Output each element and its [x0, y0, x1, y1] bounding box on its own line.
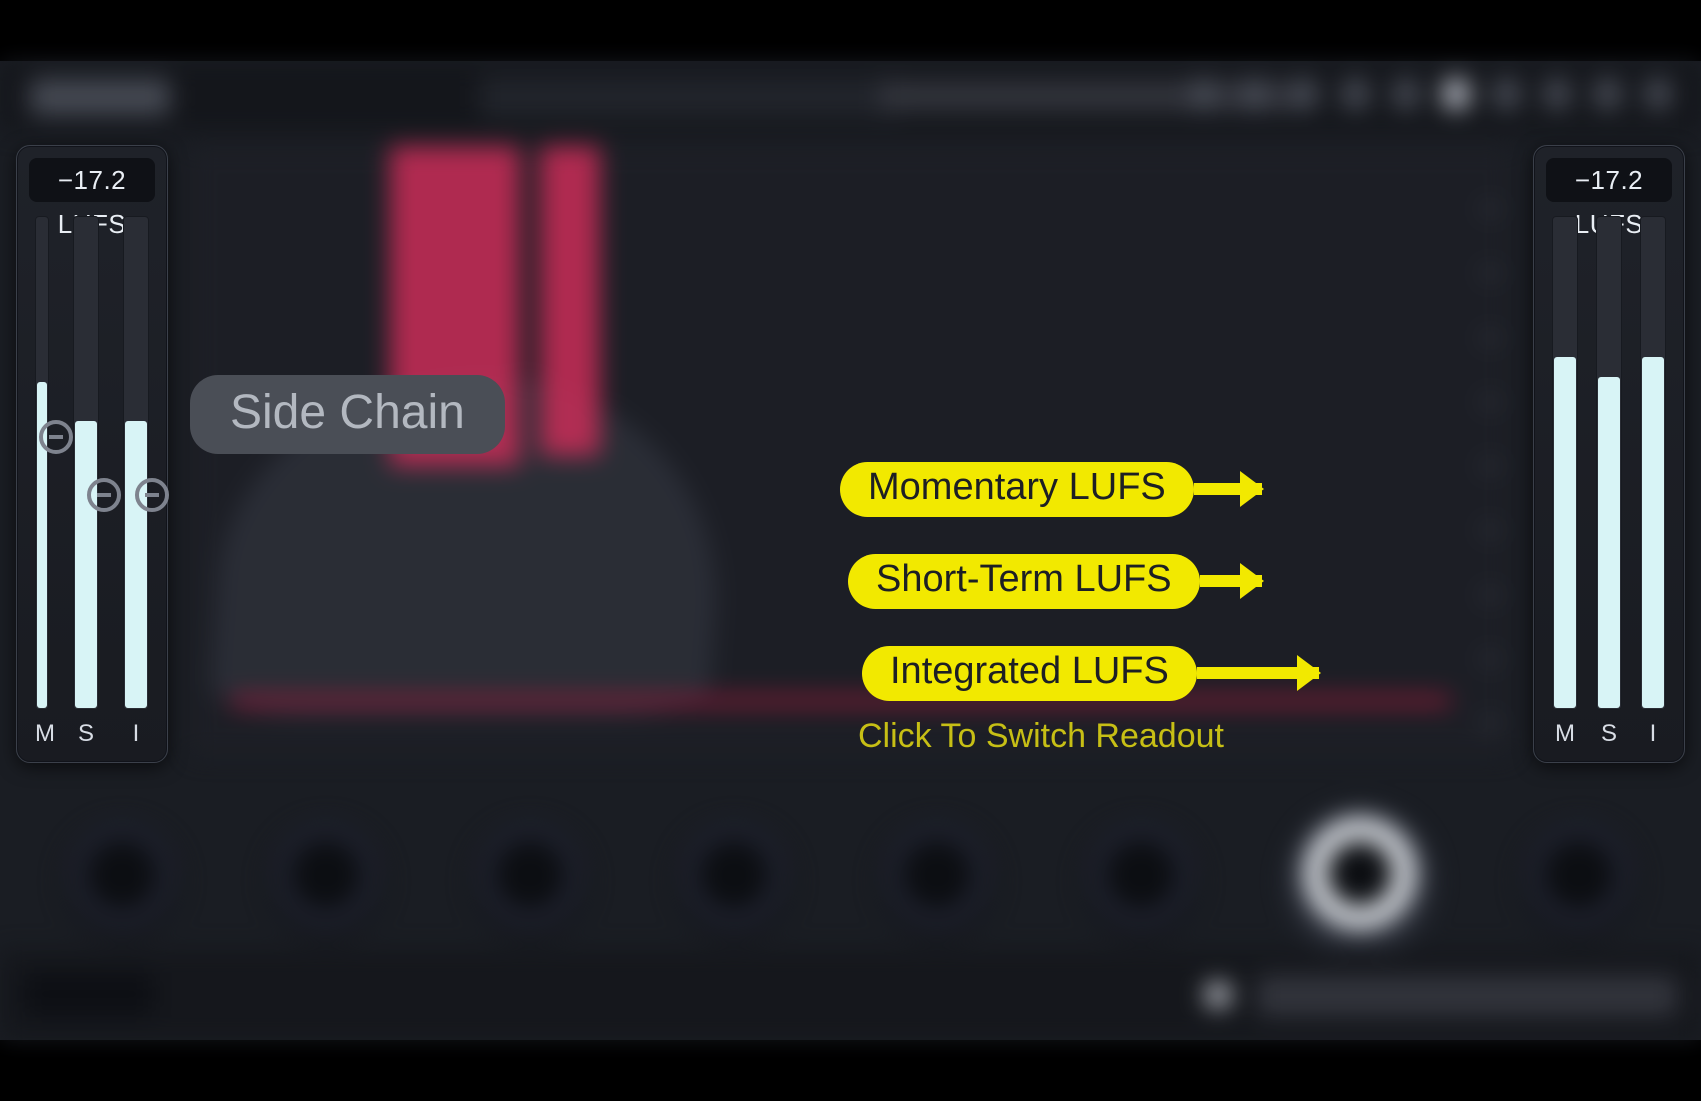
threshold-handle-icon[interactable]: [87, 478, 121, 512]
switch-readout-hint: Click To Switch Readout: [858, 717, 1224, 756]
annotation-short-term-label: Short-Term LUFS: [848, 554, 1200, 609]
output-bar-integrated-fill: [1642, 357, 1664, 708]
output-bar-integrated[interactable]: [1640, 216, 1666, 710]
annotation-momentary: Momentary LUFS: [840, 459, 1262, 519]
output-bar-momentary-fill: [1554, 357, 1576, 708]
arrow-right-icon: [1197, 667, 1319, 679]
output-lufs-readout[interactable]: −17.2 LUFS: [1546, 158, 1672, 202]
label-i: I: [1640, 720, 1666, 748]
annotation-integrated: Integrated LUFS: [862, 643, 1319, 703]
label-s: S: [73, 720, 99, 748]
label-s: S: [1596, 720, 1622, 748]
output-meter-bars: [1552, 216, 1666, 710]
annotation-short-term: Short-Term LUFS: [848, 551, 1262, 611]
label-m: M: [35, 720, 49, 748]
input-lufs-readout[interactable]: −17.2 LUFS: [29, 158, 155, 202]
letterbox-top: [0, 0, 1701, 61]
input-meter-labels: M S I: [35, 720, 149, 748]
input-bar-integrated-fill: [125, 421, 147, 708]
output-meter-labels: M S I: [1552, 720, 1666, 748]
output-lufs-meter: −17.2 LUFS M S I: [1533, 145, 1685, 763]
input-bar-short-term-fill: [75, 421, 97, 708]
arrow-right-icon: [1194, 483, 1262, 495]
threshold-handle-icon[interactable]: [39, 420, 73, 454]
input-bar-integrated[interactable]: [123, 216, 149, 710]
input-meter-bars: [35, 216, 149, 710]
label-m: M: [1552, 720, 1578, 748]
label-i: I: [123, 720, 149, 748]
annotation-integrated-label: Integrated LUFS: [862, 646, 1197, 701]
input-lufs-meter: −17.2 LUFS M S I: [16, 145, 168, 763]
output-bar-short-term[interactable]: [1596, 216, 1622, 710]
input-bar-momentary[interactable]: [35, 216, 49, 710]
letterbox-bottom: [0, 1040, 1701, 1101]
arrow-right-icon: [1200, 575, 1262, 587]
annotation-momentary-label: Momentary LUFS: [840, 462, 1194, 517]
output-bar-momentary[interactable]: [1552, 216, 1578, 710]
output-bar-short-term-fill: [1598, 377, 1620, 708]
plugin-stage: −17.2 LUFS M S I −17.2 LUFS: [0, 61, 1701, 1040]
input-bar-short-term[interactable]: [73, 216, 99, 710]
threshold-handle-icon[interactable]: [135, 478, 169, 512]
sidechain-tooltip: Side Chain: [190, 375, 505, 454]
